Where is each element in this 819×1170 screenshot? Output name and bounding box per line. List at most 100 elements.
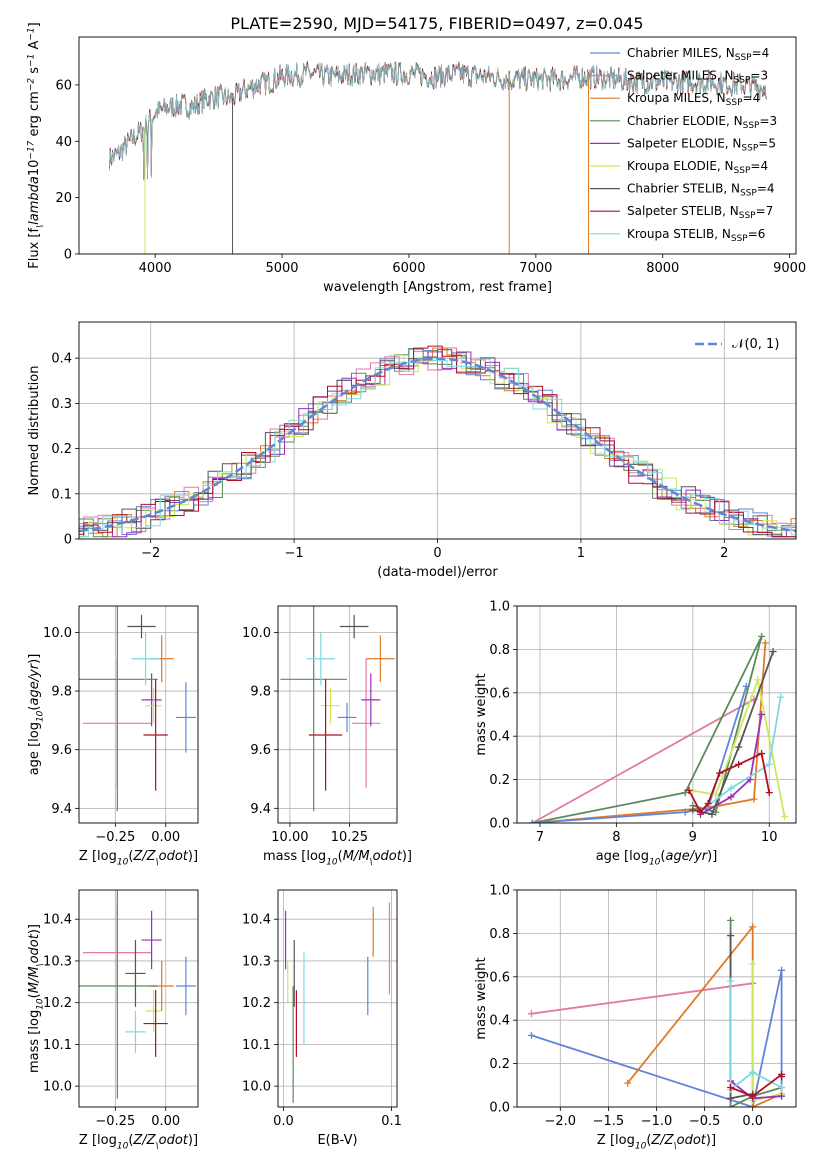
age_vs_Z-axes: −0.25 0.00 9.4 9.6 9.8 10.0 <box>43 606 198 845</box>
weight-marker <box>749 1092 757 1100</box>
weight_vs_Z-plot-area <box>527 916 786 1107</box>
weight-marker <box>758 711 766 718</box>
mass_vs_EBV-axes: 0.0 0.1 10.0 10.1 10.2 10.3 10.4 <box>242 890 402 1129</box>
weight-marker <box>758 632 766 640</box>
x-tick-label: −0.5 <box>689 1114 721 1129</box>
y-tick-label: 0.3 <box>51 397 72 412</box>
histogram-salpeter-elodie <box>79 351 796 538</box>
legend-entry: Chabrier STELIB, NSSP=4 <box>627 182 775 199</box>
weight-marker <box>781 812 789 820</box>
mass_vs_EBV-plot-area <box>284 902 391 1103</box>
x-tick-label: −0.25 <box>95 830 135 845</box>
weight-marker <box>778 1073 786 1081</box>
weight-marker <box>624 1079 632 1087</box>
weight-marker <box>527 1031 535 1039</box>
errorbar-point <box>351 658 381 788</box>
residuals-axes: −2 −1 0 1 2 0 0.1 0.2 0.3 0.4 <box>51 322 796 561</box>
y-axis-label: mass weight <box>474 957 489 1039</box>
weight-marker <box>749 1103 757 1107</box>
age_vs_Z-plot-area <box>79 606 196 812</box>
legend-entry: Kroupa STELIB, NSSP=6 <box>627 227 765 244</box>
histogram-kroupa-stelib <box>79 357 796 538</box>
errorbar-point <box>143 679 168 791</box>
weight-marker <box>681 808 689 816</box>
weight-line-chabrier-elodie <box>532 636 763 823</box>
x-tick-label: 2 <box>720 546 728 561</box>
weight-marker <box>681 789 689 797</box>
weight-marker <box>778 966 786 974</box>
spectrum-legend: Chabrier MILES, NSSP=4 Salpeter MILES, NS… <box>590 46 777 244</box>
errorbar-point <box>320 688 340 724</box>
legend-entry: Salpeter MILES, NSSP=3 <box>627 69 768 86</box>
weight-marker <box>735 760 743 768</box>
weight-marker <box>758 750 766 758</box>
y-tick-label: 9.4 <box>51 802 72 817</box>
y-tick-label: 10.2 <box>242 996 271 1011</box>
x-tick-label: 7000 <box>519 261 552 276</box>
weight-marker <box>689 806 697 814</box>
x-tick-label: 9 <box>689 830 697 845</box>
x-tick-label: 5000 <box>265 261 298 276</box>
weight-marker <box>735 743 743 751</box>
errorbar-point <box>280 606 348 812</box>
weight-marker <box>527 1010 535 1018</box>
weight-marker <box>765 760 773 768</box>
weight_vs_age-axes: 7 8 9 10 0.0 0.2 0.4 0.6 0.8 1.0 <box>489 600 796 845</box>
x-tick-label: 10.25 <box>331 830 368 845</box>
y-tick-label: 10.3 <box>43 954 72 969</box>
y-tick-label: 10.2 <box>43 996 72 1011</box>
y-tick-label: 0.0 <box>489 817 510 832</box>
y-tick-label: 9.8 <box>250 685 271 700</box>
y-tick-label: 9.6 <box>51 743 72 758</box>
y-tick-label: 10.0 <box>43 1080 72 1095</box>
y-tick-label: 0.4 <box>489 730 510 745</box>
legend-entry: 𝒩(0, 1) <box>732 337 779 352</box>
x-tick-label: 1 <box>577 546 585 561</box>
mass_vs_EBV-frame <box>277 889 398 1108</box>
weight-marker <box>749 1068 757 1076</box>
y-tick-label: 60 <box>55 78 72 93</box>
weight_vs_age-frame <box>516 605 797 824</box>
weight-marker <box>749 923 757 931</box>
x-tick-label: −1.5 <box>593 1114 625 1129</box>
weight-marker <box>727 1103 735 1107</box>
weight-marker <box>712 791 720 799</box>
y-axis-label: mass [log10(M/M\odot)] <box>27 924 46 1073</box>
age_vs_mass-frame <box>277 605 398 824</box>
mass_vs_Z-plot-area <box>79 890 196 1099</box>
gaussian-curve <box>79 357 796 533</box>
weight-line-salpeter-miles <box>531 982 753 1015</box>
y-axis-label: mass weight <box>474 673 489 755</box>
age_vs_Z-frame <box>78 605 199 824</box>
errorbar-point <box>306 632 336 686</box>
y-tick-label: 9.6 <box>250 743 271 758</box>
y-tick-label: 0.0 <box>489 1101 510 1116</box>
errorbar-point <box>366 635 395 683</box>
x-axis-label: mass [log10(M/M\odot)] <box>263 849 412 868</box>
errorbar-point <box>79 890 158 1099</box>
residuals-legend: 𝒩(0, 1) <box>695 337 779 352</box>
weight-marker <box>727 784 735 792</box>
y-axis-label: Normed distribution <box>27 366 42 496</box>
weight-marker <box>727 932 735 940</box>
errorbar-point <box>141 910 162 970</box>
legend-entry: Kroupa ELODIE, NSSP=4 <box>627 159 768 176</box>
x-tick-label: 0.00 <box>151 830 180 845</box>
y-tick-label: 40 <box>55 135 72 150</box>
x-tick-label: 0.1 <box>381 1114 402 1129</box>
y-tick-label: 10.0 <box>242 626 271 641</box>
errorbar-point <box>125 940 146 1007</box>
x-tick-label: −1.0 <box>641 1114 673 1129</box>
legend-entry: Kroupa MILES, NSSP=4 <box>627 91 760 108</box>
errorbar-point <box>308 679 343 791</box>
weight-marker <box>528 819 536 823</box>
x-tick-label: 0 <box>433 546 441 561</box>
weight-line-kroupa-stelib <box>729 981 783 1092</box>
x-tick-label: 10.00 <box>271 830 308 845</box>
x-tick-label: 6000 <box>392 261 425 276</box>
y-tick-label: 9.4 <box>250 802 271 817</box>
errorbar-point <box>143 990 168 1057</box>
errorbar-point <box>361 673 381 727</box>
weight-line-chabrier-miles <box>531 970 783 1107</box>
